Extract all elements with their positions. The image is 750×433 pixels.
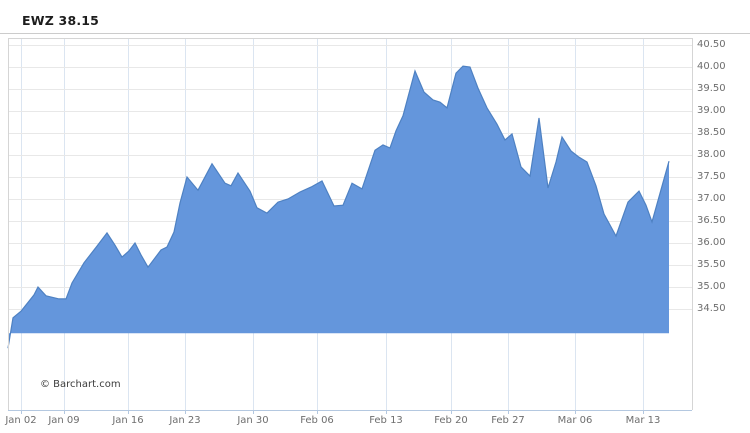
y-axis-label: 35.00 (697, 281, 726, 292)
x-axis-label: Feb 20 (434, 415, 468, 426)
area-series (8, 66, 669, 349)
x-axis-label: Jan 16 (112, 415, 144, 426)
y-axis-label: 36.00 (697, 237, 726, 248)
price-line (7, 65, 670, 349)
x-axis-label: Feb 27 (491, 415, 525, 426)
y-axis-label: 40.00 (697, 61, 726, 72)
x-axis-label: Mar 06 (557, 415, 593, 426)
barchart-watermark[interactable]: © Barchart.com (40, 379, 121, 390)
x-axis-label: Feb 13 (369, 415, 403, 426)
x-axis-label: Mar 13 (625, 415, 661, 426)
y-axis-label: 34.50 (697, 303, 726, 314)
y-axis-label: 39.00 (697, 105, 726, 116)
title-separator-line (0, 33, 750, 34)
x-axis-label: Jan 02 (5, 415, 37, 426)
y-axis-label: 36.50 (697, 215, 726, 226)
y-axis-label: 39.50 (697, 83, 726, 94)
x-axis-label: Feb 06 (300, 415, 334, 426)
x-axis-label: Jan 09 (48, 415, 80, 426)
y-axis-label: 38.00 (697, 149, 726, 160)
x-axis-label: Jan 23 (169, 415, 201, 426)
y-axis-label: 37.00 (697, 193, 726, 204)
symbol-quote-title: EWZ 38.15 (22, 13, 100, 28)
y-axis-label: 40.50 (697, 39, 726, 50)
y-axis-label: 37.50 (697, 171, 726, 182)
y-axis-label: 35.50 (697, 259, 726, 270)
y-axis-label: 38.50 (697, 127, 726, 138)
x-axis-label: Jan 30 (237, 415, 269, 426)
